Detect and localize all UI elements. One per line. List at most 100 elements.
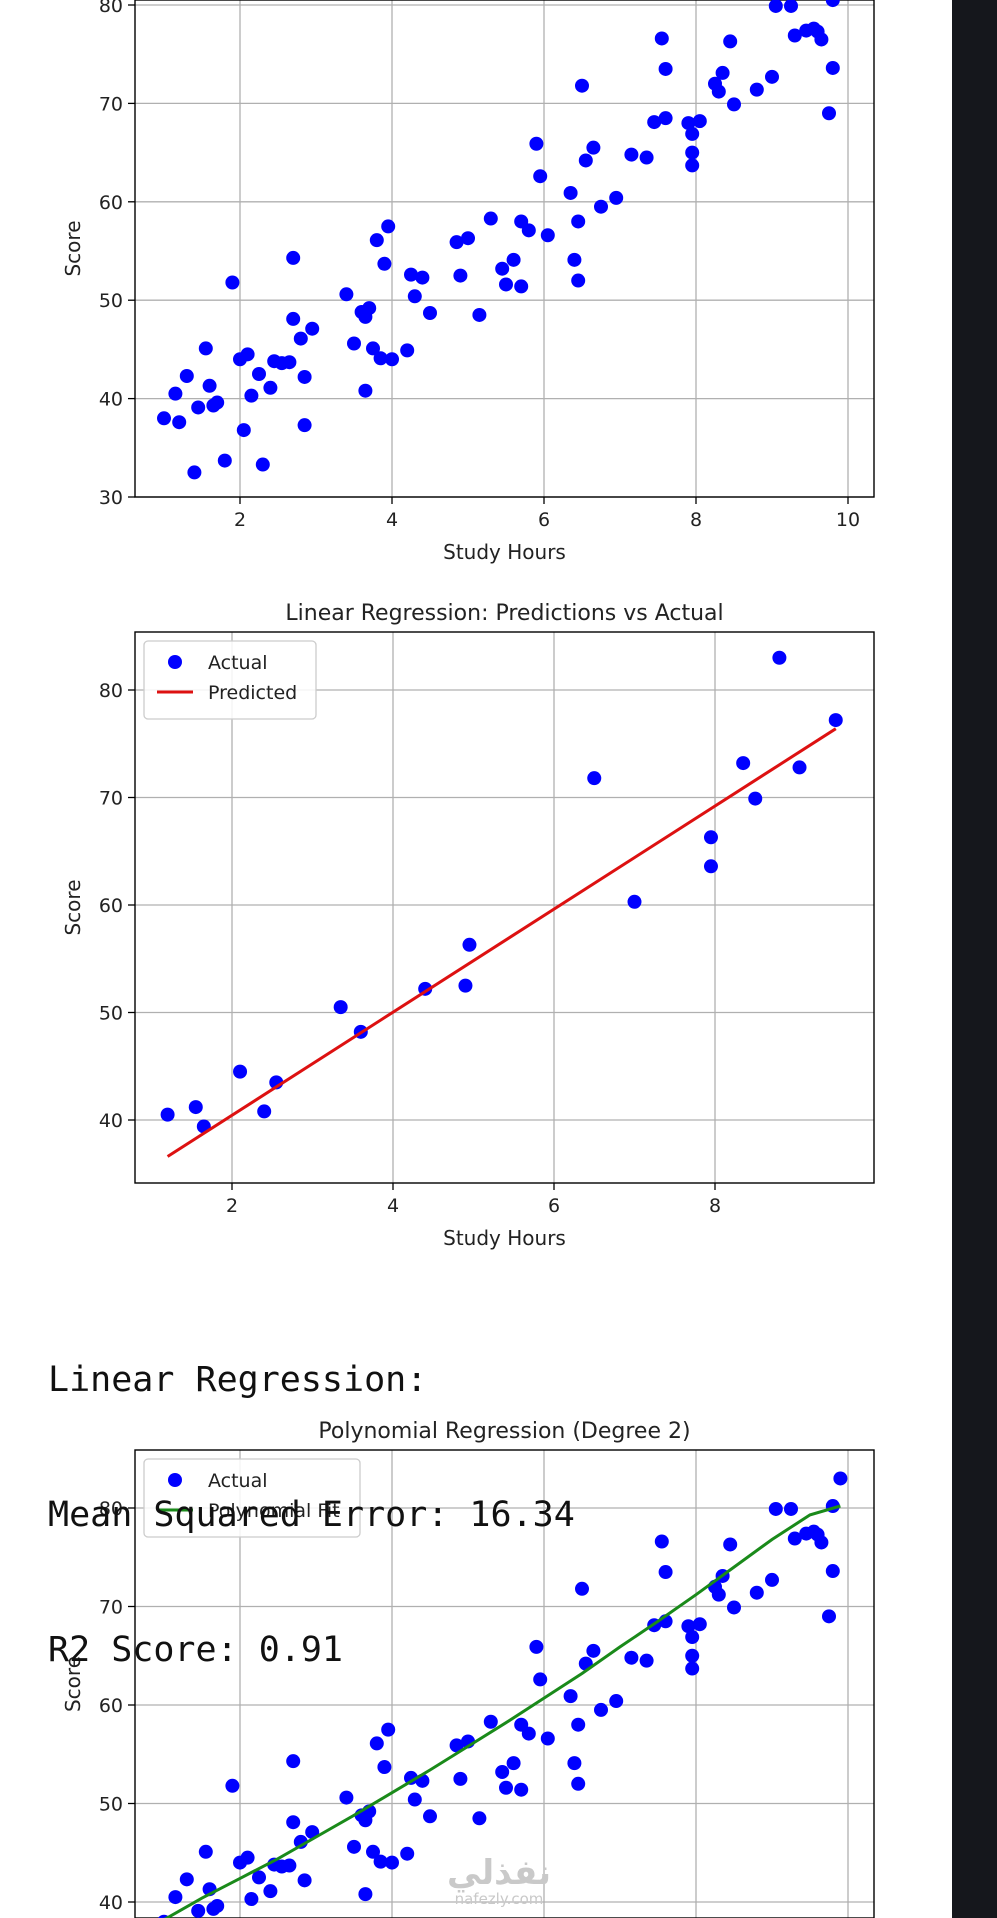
- actual-point: [282, 355, 297, 370]
- actual-point: [529, 136, 544, 151]
- actual-point: [822, 106, 836, 121]
- actual-point: [373, 1854, 388, 1869]
- actual-point: [506, 252, 521, 267]
- actual-point: [639, 1653, 654, 1668]
- polynomial-fit-line: [163, 1504, 841, 1918]
- actual-point: [787, 1531, 802, 1546]
- actual-point: [765, 1572, 779, 1587]
- actual-point: [252, 1870, 266, 1885]
- plot-area: [158, 1471, 848, 1918]
- actual-point: [252, 367, 266, 381]
- actual-point: [210, 395, 225, 410]
- x-tick-label: 4: [386, 509, 398, 531]
- actual-point: [499, 277, 513, 292]
- actual-point: [784, 1501, 798, 1516]
- y-tick-label: 30: [99, 487, 123, 509]
- actual-point: [723, 1537, 738, 1552]
- y-tick-label: 40: [99, 389, 123, 411]
- actual-point: [286, 311, 301, 326]
- actual-point: [400, 343, 415, 358]
- actual-point: [711, 84, 726, 99]
- actual-point: [282, 1858, 297, 1873]
- actual-point: [787, 28, 802, 43]
- actual-point: [685, 158, 700, 173]
- actual-point: [825, 0, 840, 8]
- x-tick-label: 6: [538, 509, 550, 531]
- actual-point: [571, 1717, 586, 1732]
- legend-marker-swatch: [168, 655, 182, 669]
- actual-point: [723, 34, 738, 49]
- actual-point: [453, 268, 468, 283]
- y-axis-label: Score: [61, 879, 85, 935]
- regression-metrics-output: Linear Regression: Mean Squared Error: 1…: [48, 1268, 575, 1763]
- y-tick-label: 80: [99, 680, 123, 702]
- plot-area: [157, 0, 840, 480]
- actual-point: [381, 1722, 396, 1737]
- actual-point: [172, 415, 187, 430]
- actual-point: [814, 32, 829, 47]
- actual-point: [385, 352, 399, 367]
- actual-point: [458, 978, 473, 993]
- actual-point: [715, 65, 730, 80]
- actual-point: [366, 341, 380, 356]
- legend-box: [143, 1458, 361, 1538]
- actual-point: [449, 235, 464, 250]
- actual-point: [533, 169, 548, 184]
- actual-point: [202, 378, 217, 393]
- actual-point: [609, 1694, 624, 1709]
- actual-point: [449, 1738, 464, 1753]
- actual-point: [297, 1873, 312, 1888]
- axes-frame: [134, 1449, 875, 1918]
- actual-point: [188, 1100, 203, 1115]
- actual-point: [567, 252, 582, 267]
- y-tick-label: 70: [99, 93, 123, 115]
- actual-point: [563, 1689, 578, 1704]
- actual-point: [362, 301, 377, 316]
- predicted-line: [166, 727, 837, 1158]
- actual-point: [198, 341, 213, 356]
- actual-point: [521, 223, 536, 238]
- actual-point: [609, 190, 624, 205]
- legend-marker-swatch: [168, 1473, 182, 1487]
- actual-point: [685, 126, 700, 141]
- actual-point: [685, 1648, 700, 1663]
- actual-point: [347, 1839, 361, 1854]
- x-tick-label: 8: [709, 1195, 721, 1217]
- actual-point: [244, 388, 259, 403]
- actual-point: [415, 270, 430, 285]
- actual-point: [225, 1778, 240, 1793]
- x-axis-label: Study Hours: [443, 1226, 566, 1250]
- mse-line: Mean Squared Error: 16.34: [48, 1495, 575, 1535]
- actual-point: [453, 1771, 468, 1786]
- grid-lines: [135, 1450, 874, 1918]
- actual-point: [233, 1064, 248, 1079]
- scrollbar-track[interactable]: [952, 0, 997, 1918]
- chart-title: Polynomial Regression (Degree 2): [318, 1419, 690, 1444]
- y-tick-label: 60: [99, 192, 123, 214]
- actual-point: [594, 1702, 608, 1717]
- actual-point: [765, 69, 779, 84]
- actual-point: [586, 1643, 601, 1658]
- chart-1: 2 4 6 8 10 30 40 50 60 70 80 Study Hours Score: [61, 0, 875, 564]
- actual-point: [255, 457, 270, 472]
- actual-point: [339, 1790, 354, 1805]
- actual-point: [768, 1501, 783, 1516]
- actual-point: [198, 1844, 213, 1859]
- actual-point: [814, 1535, 829, 1550]
- actual-point: [191, 400, 206, 415]
- actual-point: [225, 275, 240, 290]
- y-tick-label: 50: [99, 290, 123, 312]
- actual-point: [825, 1564, 840, 1579]
- actual-point: [369, 233, 384, 248]
- axes-frame: [134, 631, 875, 1184]
- actual-point: [377, 256, 392, 271]
- y-tick-label: 60: [99, 1695, 123, 1717]
- actual-point: [400, 1846, 415, 1861]
- x-tick-label: 8: [690, 509, 702, 531]
- plot-area: [160, 650, 843, 1158]
- actual-point: [681, 116, 696, 131]
- actual-point: [594, 199, 608, 214]
- actual-point: [293, 1834, 308, 1849]
- legend-entry-label: Actual: [208, 1470, 268, 1492]
- actual-point: [160, 1107, 175, 1122]
